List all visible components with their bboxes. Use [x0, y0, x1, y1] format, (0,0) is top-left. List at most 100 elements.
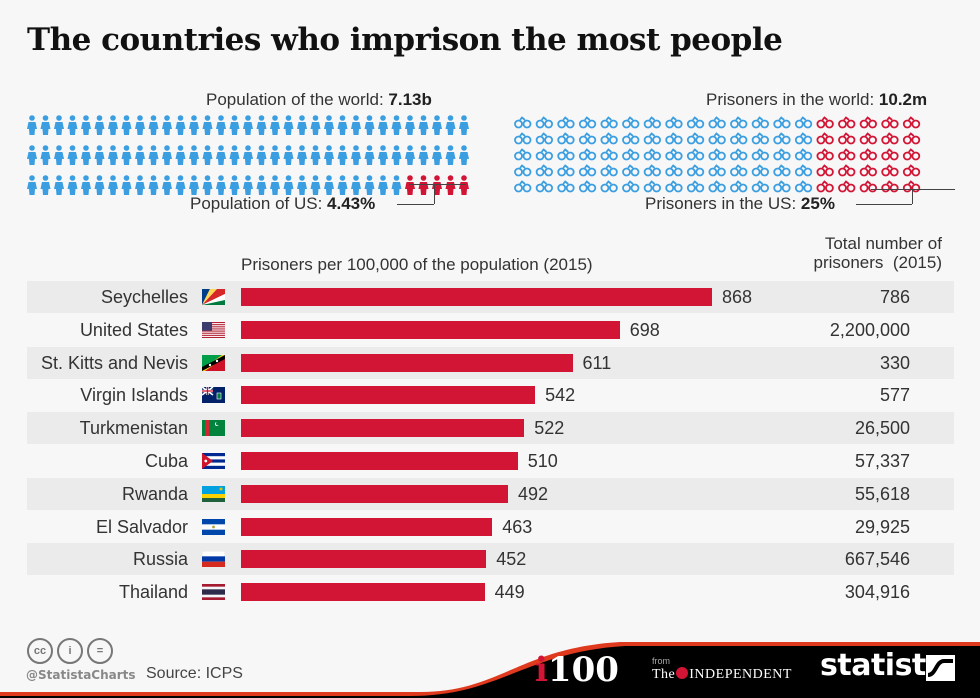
person-icon	[351, 115, 361, 135]
country-label: United States	[79, 319, 188, 340]
bar-value-label: 868	[722, 287, 753, 307]
handcuffs-icon	[535, 116, 554, 129]
handcuffs-icon	[600, 132, 618, 145]
country-label: Russia	[132, 549, 188, 570]
handcuffs-icon	[794, 164, 813, 177]
handcuffs-icon	[816, 148, 834, 161]
person-icon	[202, 115, 213, 135]
handcuffs-icon	[535, 180, 554, 193]
bar-value-label: 492	[517, 483, 549, 504]
person-icon	[243, 175, 253, 195]
person-icon	[121, 115, 132, 135]
handcuffs-icon	[600, 116, 618, 129]
handcuffs-icon	[643, 116, 662, 129]
person-icon	[324, 115, 334, 135]
handcuffs-icon	[730, 132, 748, 145]
bar	[241, 452, 518, 470]
world-population-text: Population of the world:	[206, 90, 384, 109]
us-flag-icon	[202, 321, 225, 338]
independent-name: INDEPENDENT	[689, 667, 792, 682]
from-label: from	[652, 656, 670, 666]
i100-logo: i100	[535, 650, 619, 690]
handcuffs-icon	[557, 164, 575, 177]
us-prisoners-label: Prisoners in the US: 25%	[645, 194, 835, 214]
handcuffs-icon	[838, 164, 856, 177]
person-icon	[216, 145, 226, 165]
person-icon	[256, 115, 267, 135]
person-icon	[135, 175, 145, 195]
handcuffs-icon	[665, 180, 683, 193]
handcuffs-icon	[708, 132, 726, 145]
person-icon	[256, 145, 267, 165]
total-prisoners-value: 29,925	[854, 516, 910, 537]
population-icon-grid	[27, 115, 473, 205]
handcuffs-icon	[686, 180, 705, 193]
handcuffs-icon	[665, 148, 683, 161]
handcuffs-icon	[902, 148, 921, 161]
handcuffs-icon	[686, 132, 705, 145]
total-prisoners-value: 26,500	[854, 418, 910, 439]
person-icon	[310, 145, 321, 165]
person-icon	[94, 115, 105, 135]
person-icon	[54, 175, 64, 195]
person-icon	[270, 115, 280, 135]
handcuffs-icon	[881, 148, 899, 161]
person-icon	[405, 145, 415, 165]
person-icon	[324, 145, 334, 165]
handcuffs-icon	[665, 132, 683, 145]
person-icon	[27, 175, 37, 195]
bar	[241, 288, 712, 306]
person-icon	[94, 145, 105, 165]
bar	[241, 484, 508, 503]
twitter-handle: @StatistaCharts	[26, 668, 136, 682]
person-icon	[40, 115, 51, 135]
handcuffs-icon	[557, 180, 575, 193]
handcuffs-icon	[751, 132, 770, 145]
handcuffs-icon	[600, 164, 618, 177]
country-label: St. Kitts and Nevis	[40, 352, 188, 373]
person-icon	[108, 175, 118, 195]
totals-header-line2: prisoners (2015)	[813, 253, 942, 272]
handcuffs-icon	[838, 148, 856, 161]
person-icon	[418, 175, 429, 195]
handcuffs-icon	[859, 148, 878, 161]
person-icon	[121, 175, 132, 195]
person-icon	[445, 175, 456, 195]
st-kitts-flag-icon	[202, 354, 225, 371]
person-icon	[283, 115, 294, 135]
handcuffs-icon	[514, 132, 532, 145]
turkmenistan-flag-icon	[202, 420, 225, 437]
person-icon	[243, 145, 253, 165]
person-icon	[310, 115, 321, 135]
total-prisoners-value: 667,546	[844, 549, 910, 570]
person-icon	[27, 115, 37, 135]
person-icon	[337, 175, 348, 195]
person-icon	[364, 175, 375, 195]
person-icon	[310, 175, 321, 195]
cuba-flag-icon	[202, 453, 225, 469]
country-label: El Salvador	[95, 516, 188, 537]
person-icon	[391, 115, 402, 135]
handcuffs-icon	[622, 148, 640, 161]
handcuffs-icon	[535, 164, 554, 177]
attribution-icon: i	[57, 638, 83, 664]
handcuffs-icon	[838, 180, 856, 193]
person-icon	[81, 145, 91, 165]
person-icon	[297, 175, 307, 195]
handcuffs-icon	[859, 164, 878, 177]
person-icon	[378, 145, 388, 165]
handcuffs-icon	[794, 148, 813, 161]
country-label: Cuba	[144, 451, 188, 471]
handcuffs-icon	[622, 132, 640, 145]
person-icon	[216, 115, 226, 135]
handcuffs-icon	[751, 116, 770, 129]
us-population-value: 4.43%	[327, 194, 376, 213]
us-prisoners-bracket-stem	[912, 189, 913, 204]
handcuffs-icon	[881, 116, 899, 129]
handcuffs-icon	[622, 164, 640, 177]
handcuffs-icon	[730, 148, 748, 161]
footer-banner	[0, 642, 980, 698]
no-derivatives-icon: =	[87, 638, 113, 664]
person-icon	[283, 145, 294, 165]
handcuffs-icon	[838, 132, 856, 145]
